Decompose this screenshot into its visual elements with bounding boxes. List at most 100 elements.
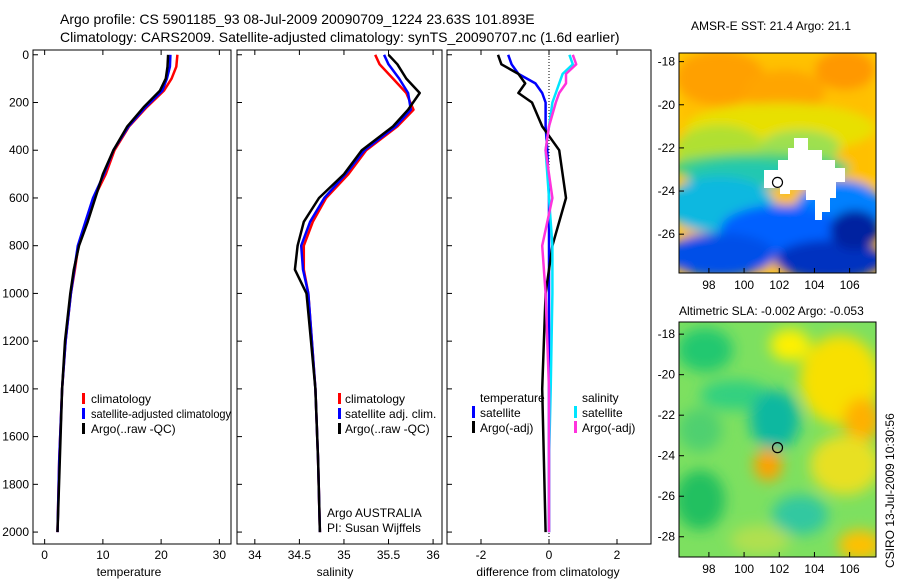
series-line [56,54,170,533]
sla-map-title: Altimetric SLA: -0.002 Argo: -0.053 [679,304,864,318]
map-x-tick-label: 100 [734,278,754,292]
legend-satellite-adj: satellite adj. clim. [345,407,436,421]
legend-sal-argo: Argo(-adj) [582,421,635,435]
legend-satellite-adjusted: satellite-adjusted climatology [91,407,231,421]
difference-xlabel: difference from climatology [476,565,619,579]
series-line [496,54,568,533]
map-y-tick-label: -24 [658,449,676,463]
y-tick-label: 400 [9,143,29,157]
legend-group-salinity: salinity [582,391,619,405]
difference-legend: temperature satellite Argo(-adj) salinit… [472,391,635,435]
x-tick-label: 35.5 [377,548,401,562]
y-tick-label: 800 [9,239,29,253]
figure-header: Argo profile: CS 5901185_93 08-Jul-2009 … [60,11,620,45]
map-x-tick-label: 102 [769,562,789,576]
annotation-argo-australia: Argo AUSTRALIA [327,506,422,520]
series-line [56,54,172,533]
header-line-1: Argo profile: CS 5901185_93 08-Jul-2009 … [60,11,535,27]
x-tick-label: 30 [213,548,227,562]
map-x-tick-label: 100 [734,562,754,576]
map-y-tick-label: -18 [658,55,676,69]
map-x-tick-label: 102 [769,278,789,292]
y-tick-label: 1200 [2,334,29,348]
legend-temp-argo: Argo(-adj) [480,421,533,435]
legend-swatch-sal-satellite [574,406,577,418]
legend-climatology: climatology [91,392,151,406]
map-y-tick-label: -24 [658,184,676,198]
y-tick-label: 600 [9,191,29,205]
x-tick-label: 34.5 [288,548,312,562]
y-tick-label: 2000 [2,525,29,539]
legend-group-temperature: temperature [480,391,545,405]
y-tick-label: 200 [9,96,29,110]
y-tick-label: 1600 [2,430,29,444]
sst-map-axes: 98 100 102 104 106 -18 -20 -22 -24 -26 [658,55,860,292]
x-tick-label: 2 [614,548,621,562]
temperature-axes [32,49,232,545]
y-tick-label: 1000 [2,286,29,300]
temperature-legend: climatology satellite-adjusted climatolo… [82,392,231,436]
map-x-tick-label: 104 [804,278,824,292]
series-line [56,54,179,533]
legend-argo: Argo(..raw -QC) [91,422,176,436]
x-tick-label: 20 [154,548,168,562]
legend-swatch-sal-argo [574,421,577,433]
y-tick-label: 1400 [2,382,29,396]
legend-swatch-satellite [338,408,341,419]
sst-map-title: AMSR-E SST: 21.4 Argo: 21.1 [691,19,851,33]
map-x-tick-label: 98 [702,562,716,576]
legend-argo: Argo(..raw -QC) [345,422,430,436]
map-y-tick-label: -22 [658,408,676,422]
salinity-plot: 34 34.5 35 35.5 36 [237,50,440,562]
map-x-tick-label: 98 [702,278,716,292]
x-tick-label: 0 [546,548,553,562]
sla-map-frame [678,321,877,558]
difference-plot: -2 0 2 [447,50,621,562]
x-tick-label: 34 [248,548,262,562]
y-tick-label: 0 [22,48,29,62]
map-x-tick-label: 106 [840,278,860,292]
x-tick-label: 10 [96,548,110,562]
map-y-tick-label: -26 [658,489,676,503]
map-y-tick-label: -18 [658,327,676,341]
legend-swatch-climatology [338,393,341,404]
x-tick-label: 36 [426,548,440,562]
x-tick-label: -2 [476,548,487,562]
annotation-pi: PI: Susan Wijffels [327,521,421,535]
series-line [540,54,578,533]
legend-temp-satellite: satellite [480,406,521,420]
map-y-tick-label: -28 [658,530,676,544]
legend-sal-satellite: satellite [582,406,623,420]
legend-swatch-satellite [82,408,85,419]
legend-swatch-climatology [82,393,85,404]
map-y-tick-label: -20 [658,368,676,382]
header-line-2: Climatology: CARS2009. Satellite-adjuste… [60,29,620,45]
legend-swatch-temp-satellite [472,406,475,418]
argo-location-marker [771,442,784,454]
sst-map-field [679,53,876,273]
temperature-plot: 0 10 20 30 0 200 400 600 800 1000 1200 1400 1600 1800… [2,48,226,562]
legend-swatch-temp-argo [472,421,475,433]
timestamp-vertical: CSIRO 13-Jul-2009 10:30:56 [883,413,897,568]
salinity-legend: climatology satellite adj. clim. Argo(..… [327,392,436,535]
legend-climatology: climatology [345,392,405,406]
series-line [293,53,421,533]
map-y-tick-label: -22 [658,141,676,155]
map-y-tick-label: -26 [658,227,676,241]
legend-swatch-argo [82,423,85,434]
y-tick-label: 1800 [2,477,29,491]
argo-location-marker [771,176,784,189]
map-x-tick-label: 106 [840,562,860,576]
x-tick-label: 0 [41,548,48,562]
x-tick-label: 35 [337,548,351,562]
temperature-xlabel: temperature [97,565,162,579]
salinity-axes [236,49,443,545]
sla-map-field [679,322,876,557]
map-x-tick-label: 104 [804,562,824,576]
sst-map-frame [678,52,877,274]
salinity-xlabel: salinity [317,565,354,579]
legend-swatch-argo [338,423,341,434]
sla-map-axes: 98 100 102 104 106 -18 -20 -22 -24 -26 -28 [658,327,860,576]
map-y-tick-label: -20 [658,98,676,112]
